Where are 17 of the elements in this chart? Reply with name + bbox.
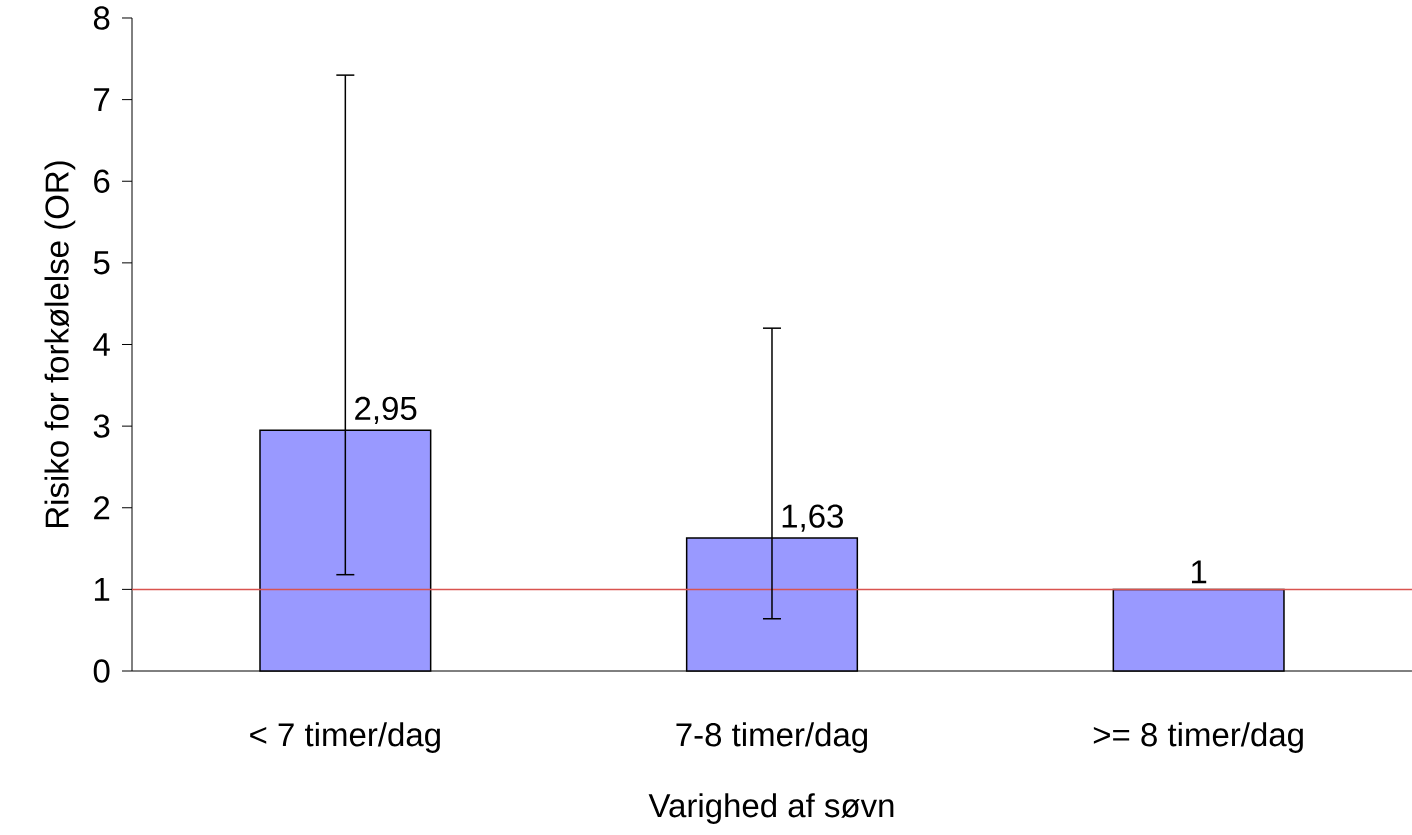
y-tick-label: 8 (93, 6, 110, 30)
y-axis-title: Risiko for forkølelse (OR) (44, 161, 76, 527)
y-tick-label: 6 (94, 169, 110, 193)
y-tick-label: 4 (93, 333, 110, 356)
x-tick-label: 7-8 timer/dag (676, 722, 868, 753)
y-tick-label: 7 (94, 88, 110, 111)
x-tick-label: < 7 timer/dag (250, 722, 440, 753)
data-label: 2,95 (355, 396, 417, 424)
x-tick-label: >= 8 timer/dag (1093, 722, 1303, 753)
y-tick-label: 5 (93, 251, 110, 275)
y-tick-label: 3 (93, 414, 110, 438)
data-label: 1 (1191, 560, 1207, 584)
y-tick-label: 0 (93, 659, 110, 683)
y-tick-label: 1 (94, 578, 110, 601)
y-tick-label: 2 (94, 496, 110, 520)
data-label: 1,63 (782, 504, 843, 532)
x-axis-title: Varighed af søvn (648, 793, 894, 824)
